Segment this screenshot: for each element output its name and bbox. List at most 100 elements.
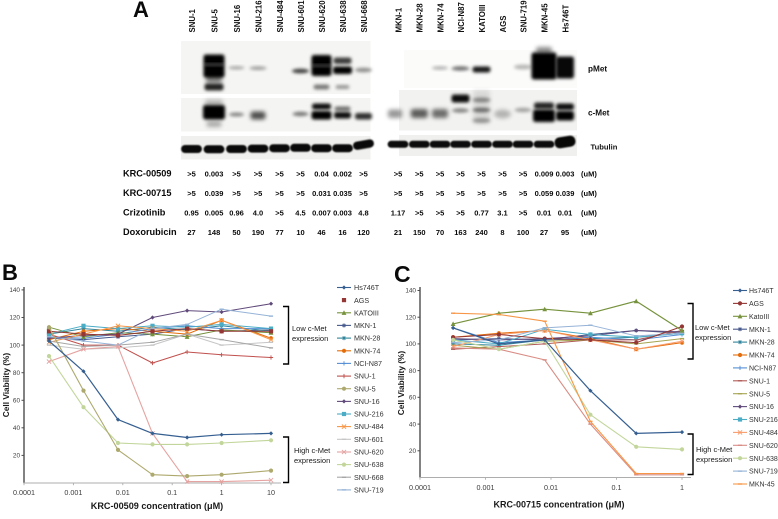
svg-text:SNU-1: SNU-1: [749, 378, 770, 385]
svg-text:(uM): (uM): [581, 209, 597, 218]
svg-text:10: 10: [267, 488, 275, 497]
svg-text:SNU-668: SNU-668: [354, 473, 384, 482]
svg-text:KRC-00715: KRC-00715: [123, 188, 172, 198]
svg-text:>5: >5: [477, 189, 486, 198]
svg-text:MKN-28: MKN-28: [416, 3, 425, 33]
svg-text:240: 240: [475, 228, 488, 237]
svg-text:0.031: 0.031: [312, 189, 331, 198]
svg-text:AGS: AGS: [354, 296, 369, 305]
svg-text:46: 46: [317, 228, 325, 237]
svg-text:C: C: [394, 261, 411, 287]
svg-text:1.17: 1.17: [391, 209, 406, 218]
svg-text:120: 120: [357, 228, 370, 237]
svg-text:(uM): (uM): [581, 228, 597, 237]
svg-text:>5: >5: [359, 189, 368, 198]
svg-text:SNU-484: SNU-484: [354, 422, 384, 431]
svg-text:>5: >5: [254, 170, 263, 179]
svg-text:>5: >5: [436, 189, 445, 198]
svg-text:MKN-28: MKN-28: [354, 334, 380, 343]
svg-text:95: 95: [561, 228, 569, 237]
svg-text:MKN-74: MKN-74: [354, 346, 380, 355]
svg-text:SNU-601: SNU-601: [354, 435, 384, 444]
svg-text:0.059: 0.059: [535, 189, 554, 198]
svg-text:SNU-1: SNU-1: [354, 372, 376, 381]
svg-text:AGS: AGS: [499, 16, 508, 33]
svg-text:0.009: 0.009: [535, 170, 554, 179]
svg-text:NCI-N87: NCI-N87: [749, 366, 776, 373]
svg-text:NCI-N87: NCI-N87: [457, 2, 466, 32]
svg-text:KRC-00715 concentration (μM): KRC-00715 concentration (μM): [493, 500, 624, 510]
svg-text:KATOIII: KATOIII: [478, 5, 487, 33]
svg-text:SNU-620: SNU-620: [318, 0, 327, 33]
svg-text:>5: >5: [498, 189, 507, 198]
svg-text:40: 40: [13, 425, 21, 432]
svg-text:SNU-5: SNU-5: [210, 8, 219, 32]
svg-text:SNU-668: SNU-668: [360, 0, 369, 33]
svg-text:MKN-1: MKN-1: [354, 321, 376, 330]
svg-text:c-Met: c-Met: [588, 109, 610, 118]
svg-text:MKN-74: MKN-74: [749, 353, 775, 360]
svg-text:>5: >5: [498, 170, 507, 179]
svg-text:150: 150: [413, 228, 426, 237]
svg-text:>5: >5: [187, 170, 196, 179]
svg-text:>5: >5: [477, 170, 486, 179]
svg-text:expression: expression: [695, 333, 731, 342]
svg-text:SNU-216: SNU-216: [354, 410, 384, 419]
svg-text:expression: expression: [696, 455, 732, 464]
svg-text:SNU-719: SNU-719: [749, 469, 778, 476]
svg-text:148: 148: [208, 228, 221, 237]
svg-text:0.04: 0.04: [314, 170, 329, 179]
svg-text:20: 20: [409, 448, 417, 455]
svg-text:0.003: 0.003: [205, 170, 224, 179]
svg-text:3.1: 3.1: [497, 209, 507, 218]
svg-text:0.01: 0.01: [537, 209, 552, 218]
svg-text:KRC-00509 concentration (μM): KRC-00509 concentration (μM): [91, 501, 223, 511]
svg-text:MKN-74: MKN-74: [436, 3, 445, 33]
svg-text:16: 16: [338, 228, 346, 237]
svg-text:0.96: 0.96: [229, 209, 244, 218]
svg-text:AGS: AGS: [749, 301, 764, 308]
svg-text:KatoIII: KatoIII: [749, 314, 769, 321]
svg-text:>5: >5: [296, 189, 305, 198]
svg-text:10: 10: [296, 228, 304, 237]
svg-text:Doxorubicin: Doxorubicin: [123, 227, 177, 237]
svg-text:70: 70: [436, 228, 444, 237]
svg-text:Tubulin: Tubulin: [591, 143, 618, 152]
svg-text:40: 40: [409, 421, 417, 428]
svg-text:>5: >5: [275, 209, 284, 218]
svg-text:Crizotinib: Crizotinib: [123, 208, 166, 218]
svg-text:4.8: 4.8: [358, 209, 368, 218]
svg-text:SNU-719: SNU-719: [519, 0, 528, 33]
svg-text:0.1: 0.1: [167, 488, 177, 497]
svg-text:120: 120: [9, 315, 20, 322]
svg-text:0.0001: 0.0001: [409, 483, 431, 492]
svg-text:1: 1: [680, 483, 684, 492]
svg-text:0.007: 0.007: [312, 209, 331, 218]
svg-text:0.003: 0.003: [333, 209, 352, 218]
svg-text:>5: >5: [415, 170, 424, 179]
svg-text:0.039: 0.039: [556, 189, 575, 198]
svg-text:>5: >5: [254, 189, 263, 198]
svg-text:27: 27: [187, 228, 195, 237]
svg-text:SNU-620: SNU-620: [354, 448, 384, 457]
svg-text:80: 80: [13, 370, 21, 377]
svg-text:>5: >5: [519, 209, 528, 218]
svg-text:MKN-1: MKN-1: [394, 7, 403, 32]
svg-text:(uM): (uM): [581, 170, 597, 179]
svg-text:>5: >5: [275, 189, 284, 198]
svg-text:0.01: 0.01: [116, 488, 130, 497]
svg-text:0.001: 0.001: [64, 488, 82, 497]
svg-text:0.002: 0.002: [333, 170, 352, 179]
svg-text:>5: >5: [415, 209, 424, 218]
svg-text:>5: >5: [187, 189, 196, 198]
svg-text:>5: >5: [394, 189, 403, 198]
svg-text:60: 60: [13, 398, 21, 405]
svg-text:8: 8: [500, 228, 504, 237]
svg-text:0.001: 0.001: [477, 483, 495, 492]
svg-text:20: 20: [13, 453, 21, 460]
svg-text:27: 27: [540, 228, 548, 237]
svg-text:0.0001: 0.0001: [13, 488, 35, 497]
svg-text:MKN-1: MKN-1: [749, 327, 771, 334]
svg-text:140: 140: [9, 287, 20, 294]
svg-text:100: 100: [517, 228, 530, 237]
